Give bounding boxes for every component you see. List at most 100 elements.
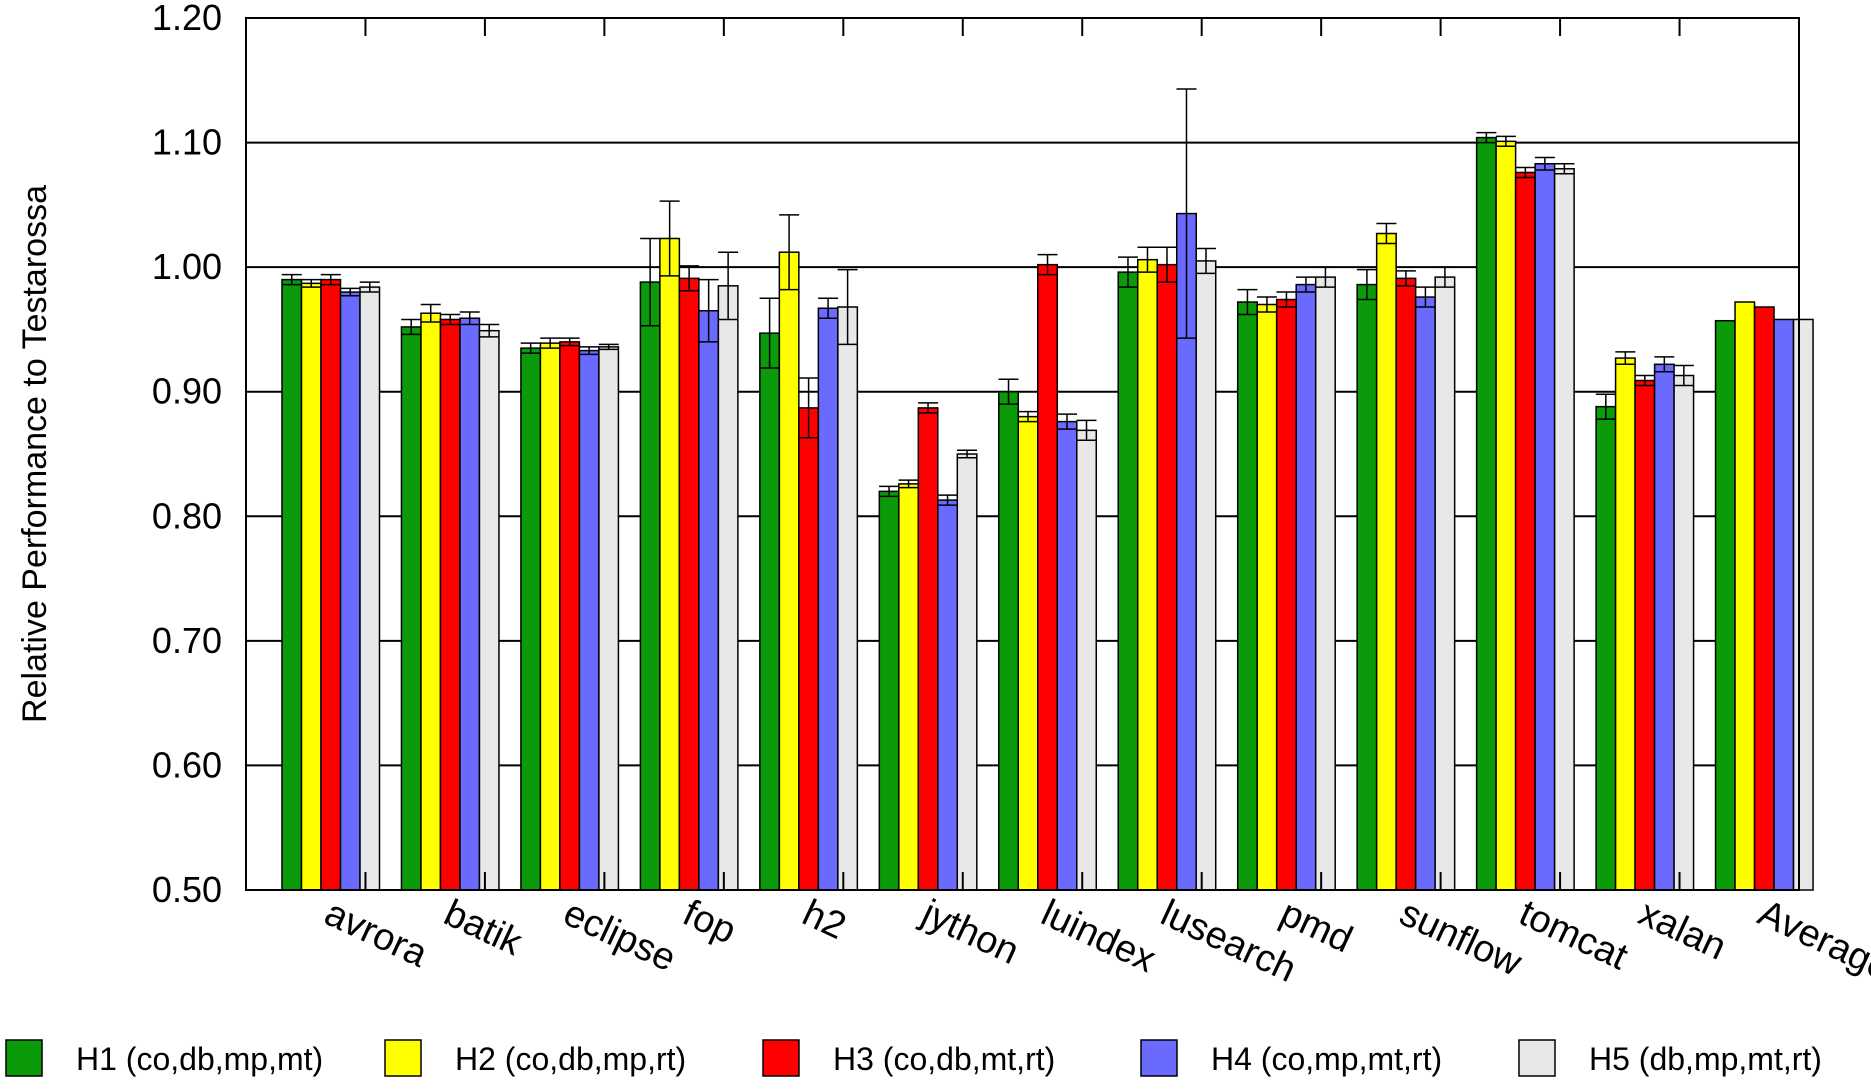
- category-label: batik: [438, 892, 529, 964]
- bar: [998, 390, 1020, 891]
- bar: [1195, 260, 1217, 891]
- y-tick-label: 1.20: [152, 0, 222, 38]
- category-label: luindex: [1035, 892, 1162, 981]
- category-label: fop: [677, 892, 743, 952]
- y-tick-label: 0.90: [152, 371, 222, 412]
- bar: [1314, 276, 1336, 891]
- legend-swatch: [5, 1039, 43, 1077]
- bar: [1395, 277, 1417, 891]
- bar: [778, 251, 800, 891]
- bar: [420, 312, 442, 891]
- bar: [798, 407, 820, 891]
- bar: [1117, 271, 1139, 891]
- bar: [1534, 162, 1556, 891]
- bar: [300, 282, 322, 891]
- legend-swatch: [762, 1039, 800, 1077]
- legend-label: H5 (db,mp,mt,rt): [1589, 1041, 1822, 1077]
- legend-label: H1 (co,db,mp,mt): [76, 1041, 323, 1077]
- legend-label: H4 (co,mp,mt,rt): [1211, 1041, 1442, 1077]
- bar: [1275, 298, 1297, 891]
- bar: [1773, 318, 1795, 891]
- bar: [878, 490, 900, 891]
- y-axis-tick-labels: 0.50 0.60 0.70 0.80 0.90 1.00 1.10 1.20: [152, 0, 222, 910]
- y-tick-label: 1.00: [152, 246, 222, 287]
- bar: [578, 349, 600, 891]
- bar: [639, 281, 661, 891]
- bar: [1495, 140, 1517, 891]
- category-label: sunflow: [1393, 892, 1528, 985]
- bar: [956, 453, 978, 891]
- bar: [1056, 420, 1078, 891]
- plot-frame: [245, 17, 1800, 891]
- bar: [539, 342, 561, 891]
- bar: [359, 286, 381, 891]
- bar: [1734, 301, 1756, 891]
- bar: [1514, 171, 1536, 891]
- category-label: tomcat: [1513, 892, 1635, 978]
- y-tick-label: 0.70: [152, 620, 222, 661]
- bar: [1414, 296, 1436, 891]
- bar: [678, 277, 700, 891]
- y-tick-label: 1.10: [152, 122, 222, 163]
- bar: [759, 332, 781, 891]
- category-label: eclipse: [557, 892, 682, 980]
- legend-swatch: [1518, 1039, 1556, 1077]
- legend-swatch: [1140, 1039, 1178, 1077]
- bar: [1792, 318, 1814, 891]
- bar: [1375, 232, 1397, 891]
- category-label: lusearch: [1154, 892, 1302, 991]
- bar: [400, 326, 422, 891]
- bar: [1037, 263, 1059, 891]
- bar: [1673, 374, 1695, 891]
- error-bars: [281, 88, 1694, 506]
- bar: [1653, 363, 1675, 891]
- bar: [339, 291, 361, 891]
- bar: [439, 318, 461, 891]
- bar: [1076, 429, 1098, 891]
- bar: [598, 346, 620, 891]
- bar: [1753, 306, 1775, 891]
- bar: [1714, 319, 1736, 891]
- bar: [1553, 167, 1575, 891]
- category-label: Average: [1752, 892, 1871, 990]
- bar: [1136, 258, 1158, 891]
- category-label: jython: [915, 892, 1026, 973]
- y-tick-label: 0.50: [152, 869, 222, 910]
- bar: [1256, 303, 1278, 891]
- bar: [559, 341, 581, 891]
- bar: [1475, 136, 1497, 891]
- bar: [698, 309, 720, 891]
- bar: [937, 499, 959, 891]
- legend-swatch: [384, 1039, 422, 1077]
- y-tick-label: 0.80: [152, 495, 222, 536]
- bar: [898, 483, 920, 891]
- bar: [1434, 276, 1456, 891]
- bar: [459, 317, 481, 891]
- bar: [281, 278, 303, 891]
- bar: [817, 307, 839, 891]
- bar: [1614, 357, 1636, 891]
- bar: [1295, 283, 1317, 891]
- bar: [1236, 301, 1258, 891]
- category-label: h2: [796, 892, 852, 948]
- bar: [917, 407, 939, 891]
- bar: [1156, 263, 1178, 891]
- legend: H1 (co,db,mp,mt) H2 (co,db,mp,rt) H3 (co,d…: [5, 1039, 1822, 1077]
- axis-ticks: [245, 18, 1800, 890]
- y-tick-label: 0.60: [152, 744, 222, 785]
- bar: [1356, 283, 1378, 891]
- bar: [1634, 379, 1656, 891]
- bar: [717, 285, 739, 891]
- bar: [520, 347, 542, 891]
- bar: [478, 329, 500, 891]
- bar: [659, 237, 681, 891]
- category-label: xalan: [1632, 892, 1732, 968]
- bar: [1017, 415, 1039, 891]
- y-axis-title: Relative Performance to Testarossa: [16, 185, 54, 723]
- category-label: avrora: [318, 892, 434, 976]
- legend-label: H2 (co,db,mp,rt): [455, 1041, 686, 1077]
- bar: [320, 278, 342, 891]
- legend-label: H3 (co,db,mt,rt): [833, 1041, 1055, 1077]
